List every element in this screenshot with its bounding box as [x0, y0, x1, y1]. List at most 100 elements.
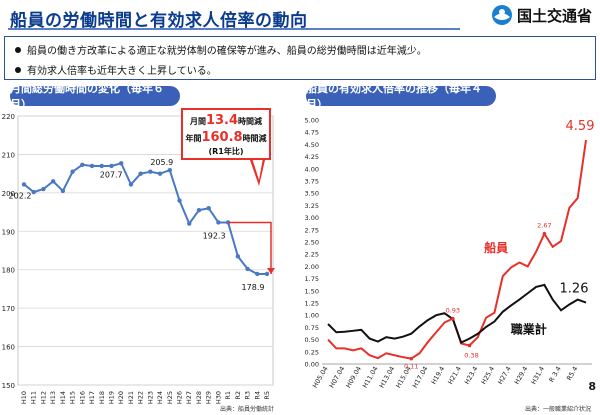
data-point [109, 163, 114, 169]
x-tick-label: R5.4 [565, 365, 579, 382]
x-tick-label: H19 [107, 391, 115, 404]
data-point [31, 189, 36, 195]
data-point [264, 271, 270, 277]
y-tick-label: 1.50 [305, 287, 319, 295]
data-point [216, 220, 221, 225]
x-tick-label: R1 [224, 391, 232, 400]
reduction-arrow [267, 267, 275, 274]
right-source: 出典：一般職業紹介状況 [525, 406, 592, 413]
x-tick-label: H22 [137, 391, 145, 404]
y-tick-label: 0.00 [305, 361, 319, 369]
y-tick-label: 4.50 [305, 141, 319, 149]
y-tick-label: 2.25 [305, 251, 319, 259]
y-tick-label: 3.25 [305, 202, 319, 210]
x-tick-label: H23.4 [463, 365, 480, 386]
x-tick-label: H12 [39, 391, 47, 404]
x-tick-label: R2 [234, 391, 242, 400]
data-point [21, 182, 27, 187]
reduction-bracket [228, 221, 272, 274]
data-point [148, 169, 153, 174]
y-tick-label: 1.00 [305, 312, 319, 320]
highlight-point [542, 231, 547, 236]
y-tick-label: 4.75 [305, 129, 319, 137]
y-tick-label: 180 [2, 267, 15, 275]
y-tick-label: 1.25 [305, 300, 319, 308]
y-tick-label: 150 [2, 382, 15, 390]
y-tick-label: 190 [2, 228, 15, 236]
data-point [255, 271, 260, 277]
y-tick-label: 3.50 [305, 190, 319, 198]
data-label: 0.93 [446, 307, 460, 315]
note-text: 有効求人倍率も近年大きく上昇している。 [27, 66, 217, 77]
data-point [119, 161, 124, 166]
page-number: 8 [588, 380, 596, 393]
y-tick-label: 2.00 [305, 263, 319, 271]
x-tick-label: R4 [253, 391, 261, 400]
note-item: 船員の働き方改革による適正な就労体制の確保等が進み、船員の総労働時間は近年減少。 [15, 42, 427, 57]
x-tick-label: H29.4 [513, 365, 530, 386]
x-tick-label: H20 [117, 391, 125, 404]
data-point [99, 163, 104, 169]
y-tick-label: 0.50 [305, 336, 319, 344]
data-point [50, 179, 56, 184]
x-tick-label: H11 [30, 391, 38, 404]
plot-area [17, 115, 274, 386]
data-label: 205.9 [150, 158, 173, 167]
data-point [206, 206, 211, 211]
job-openings-ratio-chart: 0.00 0.25 0.50 0.75 1.00 1.25 1.50 1.75 2.00 2.25… [305, 117, 595, 390]
y-tick-label: 170 [2, 305, 15, 313]
y-tick-label: 0.25 [305, 348, 319, 356]
x-tick-label: H25 [166, 391, 174, 404]
callout-pointer-inner [252, 158, 263, 180]
bullet-icon [15, 66, 21, 73]
all-jobs-series-line [327, 283, 587, 344]
reduction-callout: 月間13.4時間減 年間160.8時間減 (R1年比) [181, 108, 271, 160]
data-point [41, 186, 46, 192]
data-point [187, 221, 192, 226]
data-label: 207.7 [100, 170, 123, 179]
x-tick-label: R3 [244, 391, 252, 400]
x-tick-label: H27.4 [496, 365, 513, 386]
data-point [89, 163, 95, 169]
data-label: 1.26 [560, 282, 589, 297]
data-label: 178.9 [242, 283, 265, 292]
callout-basis: (R1年比) [208, 147, 244, 156]
x-tick-label: H10 [20, 391, 28, 404]
x-tick-label: H23 [146, 391, 154, 404]
data-point [60, 188, 66, 194]
callout-monthly: 月間13.4時間減 [189, 113, 263, 128]
notes-box: 船員の働き方改革による適正な就労体制の確保等が進み、船員の総労働時間は近年減少。… [4, 36, 596, 80]
data-point [235, 254, 241, 259]
data-label: 0.11 [404, 363, 418, 371]
left-chart-header: 月間総労働時間の変化（毎年６月） [10, 82, 180, 111]
data-point [167, 167, 172, 173]
y-tick-label: 160 [2, 344, 15, 352]
y-tick-label: 2.75 [305, 226, 319, 234]
x-tick-label: H13 [49, 391, 57, 404]
y-tick-label: 5.00 [305, 117, 319, 125]
data-point [80, 162, 85, 168]
y-tick-label: 200 [2, 190, 15, 198]
x-tick-label: H18 [98, 391, 106, 404]
data-point [196, 207, 202, 213]
x-tick-label: H30 [214, 391, 222, 404]
x-tick-label: H29 [205, 391, 213, 404]
x-tick-label: H16 [78, 391, 86, 404]
x-tick-label: H15 [69, 391, 77, 404]
y-tick-label: 0.75 [305, 324, 319, 332]
x-tick-label: H19.4 [430, 365, 447, 386]
y-tick-label: 3.75 [305, 178, 319, 186]
data-label: 2.67 [537, 222, 551, 230]
data-label: 4.59 [566, 119, 595, 134]
highlight-point [467, 343, 472, 348]
data-label: 202.2 [9, 191, 32, 200]
org-name: 国土交通省 [516, 6, 592, 25]
x-tick-label: H31.4 [530, 365, 547, 386]
x-tick-label: H26 [176, 391, 184, 404]
y-tick-label: 4.00 [305, 165, 319, 173]
x-tick-label: H28 [195, 391, 203, 404]
data-point [245, 266, 250, 272]
highlight-point [451, 316, 455, 321]
right-chart-header: 船員の有効求人倍率の推移（毎年４月） [306, 82, 496, 111]
